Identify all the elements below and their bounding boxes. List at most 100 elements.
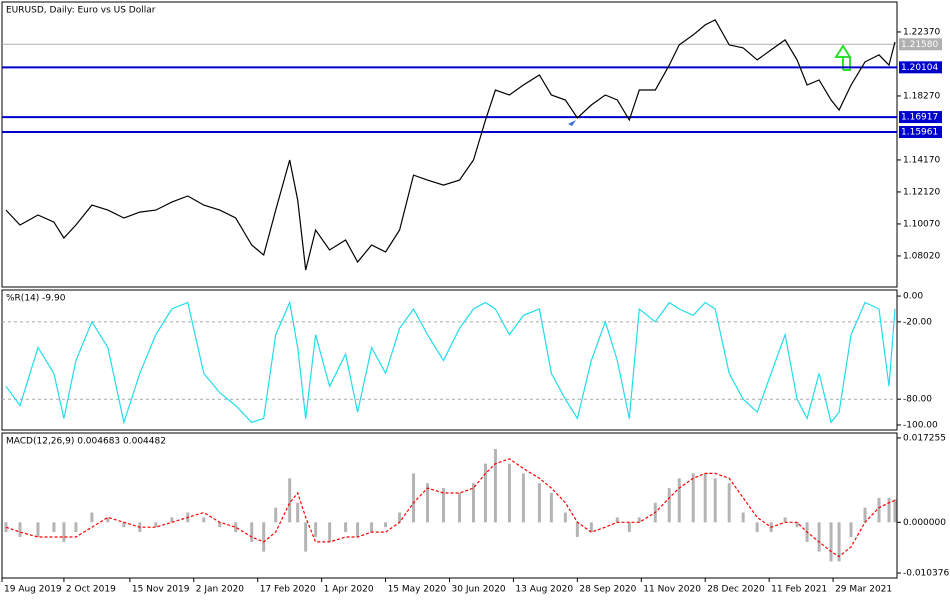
level-label-bg [899,111,942,124]
histogram-bar [122,522,126,528]
x-tick-label: 15 Nov 2019 [132,585,190,595]
histogram-bar [106,517,110,523]
current-price-label: 1.21580 [901,40,938,50]
y-tick-label: -100.00 [903,420,938,430]
histogram-bar [483,463,487,523]
histogram-bar [412,473,416,523]
histogram-bar [691,473,695,523]
level-label-bg [899,61,942,74]
current-price-bg [899,38,942,51]
x-tick-label: 19 Aug 2019 [4,585,62,595]
panel-frame [1,432,898,579]
histogram-bar [703,473,707,523]
histogram-bar [170,517,174,523]
histogram-bar [90,512,94,523]
level-label: 1.15961 [901,127,938,137]
x-tick-label: 28 Sep 2020 [579,585,636,595]
data-line [5,19,896,271]
panel-title: EURUSD, Daily: Euro vs US Dollar [6,6,156,16]
histogram-bar [817,522,821,552]
histogram-bar [887,497,891,523]
histogram-bar [296,502,300,523]
histogram-bar [344,522,348,533]
histogram-bar [356,522,360,537]
marker-icon [568,120,576,126]
y-tick-label: 0.00 [903,292,923,302]
histogram-bar [154,522,158,528]
histogram-bar [426,483,430,523]
data-line [5,300,896,425]
histogram-bar [202,517,206,523]
y-tick-label: 1.22370 [903,27,940,37]
histogram-bar [549,492,553,523]
x-tick-label: 29 Mar 2021 [835,585,892,595]
y-tick-label: 1.12120 [903,187,940,197]
buy-arrow-icon [834,44,852,71]
histogram-bar [471,483,475,523]
histogram-bar [262,522,266,552]
histogram-bar [457,492,461,523]
histogram-bar [893,499,897,523]
histogram-bar [36,522,40,537]
histogram-bar [829,522,833,562]
histogram-bar [304,522,308,552]
histogram-bar [507,463,511,523]
histogram-bar [4,522,8,533]
histogram-bar [328,522,332,542]
x-tick-label: 11 Feb 2021 [771,585,827,595]
histogram-bar [52,522,56,533]
panel-title: MACD(12,26,9) 0.004683 0.004482 [6,437,166,447]
histogram-bar [274,507,278,523]
level-label: 1.16917 [901,113,938,123]
y-tick-label: -80.00 [903,395,932,405]
x-tick-label: 1 Apr 2020 [324,585,374,595]
histogram-bar [493,448,497,523]
histogram-bar [314,522,318,537]
histogram-bar [677,478,681,523]
histogram-bar [234,522,238,533]
panel-title: %R(14) -9.90 [6,294,66,304]
histogram-bar [615,517,619,523]
level-label: 1.20104 [901,63,938,73]
histogram-bar [837,522,841,562]
histogram-bar [74,522,78,533]
y-tick-label: 0.000000 [903,518,946,528]
data-line [5,458,896,558]
histogram-bar [521,473,525,523]
y-tick-label: 1.14170 [903,155,940,165]
histogram-bar [563,512,567,523]
histogram-bar [250,522,254,542]
x-tick-label: 15 May 2020 [388,585,447,595]
panel-frame [1,1,898,288]
histogram-bar [741,512,745,523]
histogram-bar [637,517,641,523]
level-label-bg [899,125,942,138]
y-tick-label: 1.10070 [903,219,940,229]
y-tick-label: 1.18270 [903,91,940,101]
histogram-bar [589,522,593,533]
x-tick-label: 30 Jun 2020 [452,585,506,595]
histogram-bar [713,478,717,523]
x-tick-label: 17 Feb 2020 [260,585,316,595]
histogram-bar [783,517,787,523]
histogram-bar [370,522,374,533]
histogram-bar [398,512,402,523]
histogram-bar [62,522,66,542]
histogram-bar [755,522,759,533]
panel-frame [1,289,898,431]
histogram-bar [849,522,853,537]
histogram-bar [18,522,22,537]
y-tick-label: -20.00 [903,317,932,327]
histogram-bar [863,507,867,523]
histogram-bar [218,522,222,528]
histogram-bar [795,522,799,528]
y-tick-label: -0.010376 [903,569,949,579]
histogram-bar [627,522,631,533]
y-tick-label: 0.017255 [903,433,946,443]
histogram-bar [727,483,731,523]
x-tick-label: 13 Aug 2020 [515,585,573,595]
histogram-bar [442,488,446,523]
histogram-bar [288,478,292,523]
